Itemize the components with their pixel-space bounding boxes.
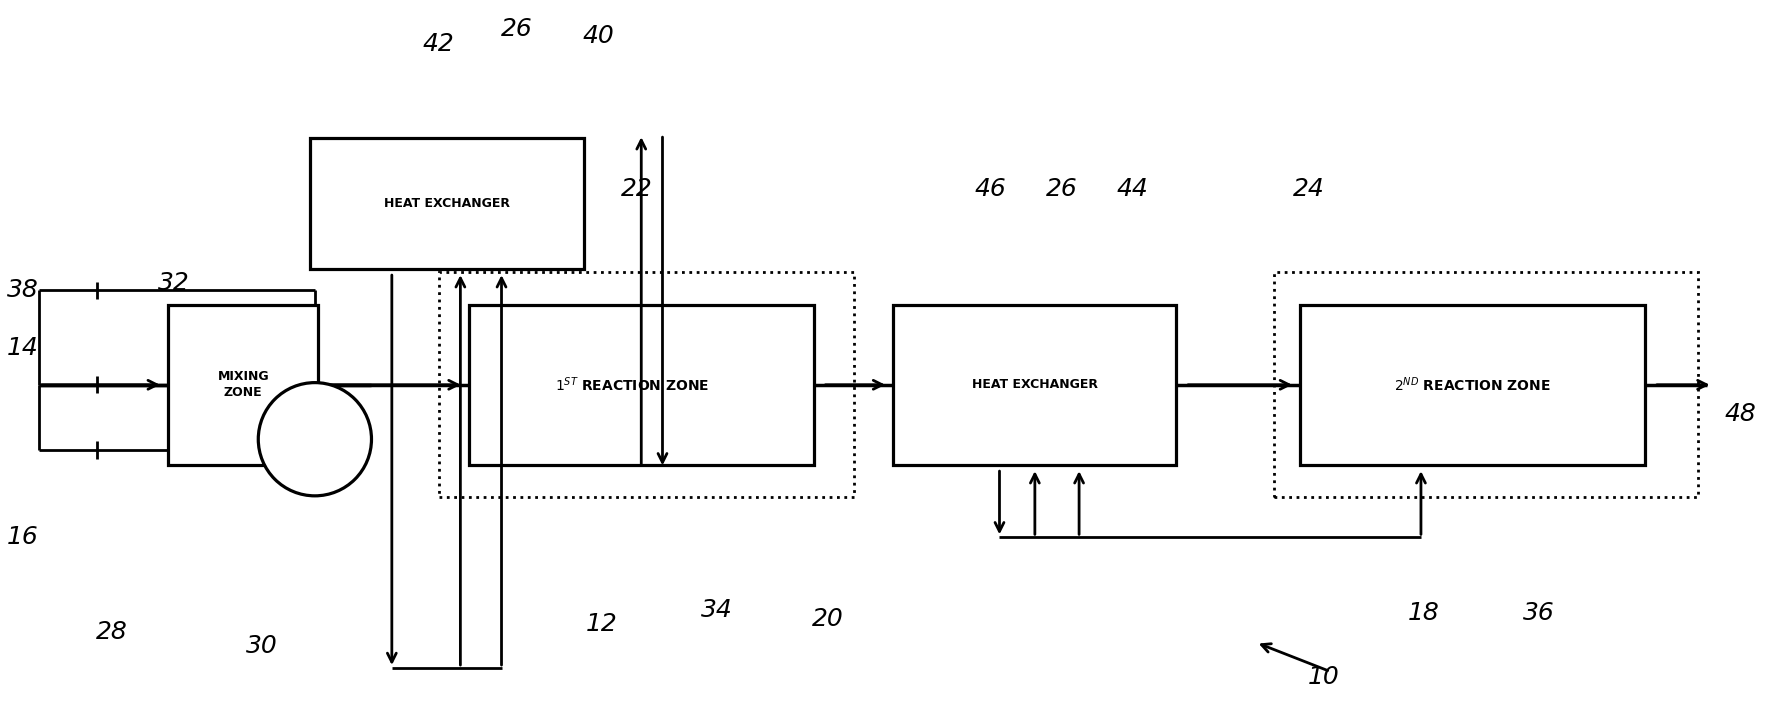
Text: 40: 40: [582, 24, 614, 49]
Bar: [310, 138, 584, 269]
Text: 42: 42: [423, 31, 455, 56]
Ellipse shape: [258, 383, 371, 496]
Text: HEAT EXCHANGER: HEAT EXCHANGER: [384, 197, 509, 210]
Text: 36: 36: [1523, 601, 1555, 626]
Text: MIXING
ZONE: MIXING ZONE: [218, 370, 269, 399]
Text: 24: 24: [1293, 176, 1325, 201]
Text: 30: 30: [246, 634, 278, 658]
Bar: [1300, 305, 1645, 465]
Bar: [893, 305, 1176, 465]
Bar: [1274, 272, 1698, 497]
Bar: [168, 305, 318, 465]
Text: 26: 26: [1045, 176, 1077, 201]
Text: 34: 34: [701, 597, 732, 622]
Text: $2^{ND}$ REACTION ZONE: $2^{ND}$ REACTION ZONE: [1394, 375, 1551, 394]
Text: 16: 16: [7, 525, 39, 550]
Text: 48: 48: [1725, 401, 1757, 426]
Text: HEAT EXCHANGER: HEAT EXCHANGER: [971, 378, 1099, 391]
Text: 20: 20: [812, 606, 844, 631]
Text: 12: 12: [586, 612, 617, 637]
Text: 14: 14: [7, 336, 39, 361]
Bar: [439, 272, 854, 497]
Text: $1^{ST}$ REACTION ZONE: $1^{ST}$ REACTION ZONE: [555, 375, 709, 394]
Text: 26: 26: [501, 17, 532, 41]
Text: 28: 28: [96, 619, 127, 644]
Text: 46: 46: [975, 176, 1007, 201]
Text: 10: 10: [1307, 664, 1339, 689]
Text: 22: 22: [621, 176, 653, 201]
Bar: [469, 305, 814, 465]
Text: 18: 18: [1408, 601, 1440, 626]
Text: 38: 38: [7, 278, 39, 303]
Text: 32: 32: [157, 271, 189, 295]
Text: 44: 44: [1116, 176, 1148, 201]
